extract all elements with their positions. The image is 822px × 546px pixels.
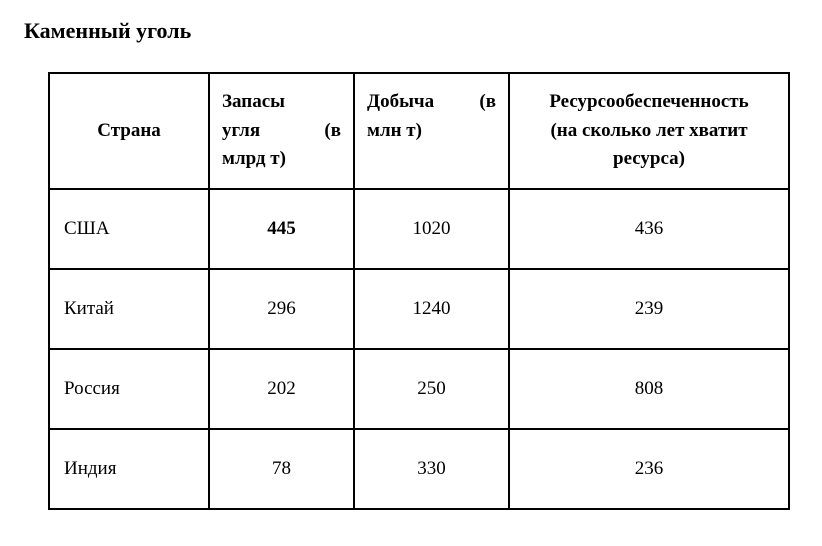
col-header-reserves: Запасы угля (в млрд т): [209, 73, 354, 189]
cell-extraction: 1020: [354, 189, 509, 269]
cell-availability: 239: [509, 269, 789, 349]
cell-reserves: 202: [209, 349, 354, 429]
col-header-text: (на сколько лет хватит: [550, 120, 747, 141]
cell-country: Россия: [49, 349, 209, 429]
cell-extraction: 1240: [354, 269, 509, 349]
page-title: Каменный уголь: [24, 18, 800, 44]
col-header-text: (в: [324, 117, 341, 146]
col-header-country: Страна: [49, 73, 209, 189]
col-header-text: (в: [479, 88, 496, 117]
col-header-text: Ресурсообеспеченность: [549, 91, 748, 112]
cell-reserves: 296: [209, 269, 354, 349]
col-header-availability: Ресурсообеспеченность (на сколько лет хв…: [509, 73, 789, 189]
col-header-text: угля: [222, 117, 260, 146]
cell-country: Индия: [49, 429, 209, 509]
col-header-text: млрд т): [222, 148, 286, 169]
cell-availability: 808: [509, 349, 789, 429]
table-row: Китай2961240239: [49, 269, 789, 349]
cell-reserves: 78: [209, 429, 354, 509]
table-row: США4451020436: [49, 189, 789, 269]
cell-availability: 236: [509, 429, 789, 509]
table-container: Страна Запасы угля (в млрд т) Добыча (в …: [22, 72, 800, 510]
cell-country: США: [49, 189, 209, 269]
cell-extraction: 330: [354, 429, 509, 509]
col-header-text: Запасы: [222, 91, 285, 112]
table-body: США4451020436Китай2961240239Россия202250…: [49, 189, 789, 509]
cell-extraction: 250: [354, 349, 509, 429]
table-header-row: Страна Запасы угля (в млрд т) Добыча (в …: [49, 73, 789, 189]
coal-table: Страна Запасы угля (в млрд т) Добыча (в …: [48, 72, 790, 510]
table-row: Россия202250808: [49, 349, 789, 429]
col-header-extraction: Добыча (в млн т): [354, 73, 509, 189]
col-header-text: Добыча: [367, 88, 434, 117]
col-header-text: ресурса): [613, 148, 685, 169]
table-row: Индия78330236: [49, 429, 789, 509]
cell-country: Китай: [49, 269, 209, 349]
col-header-text: млн т): [367, 120, 422, 141]
cell-availability: 436: [509, 189, 789, 269]
cell-reserves: 445: [209, 189, 354, 269]
